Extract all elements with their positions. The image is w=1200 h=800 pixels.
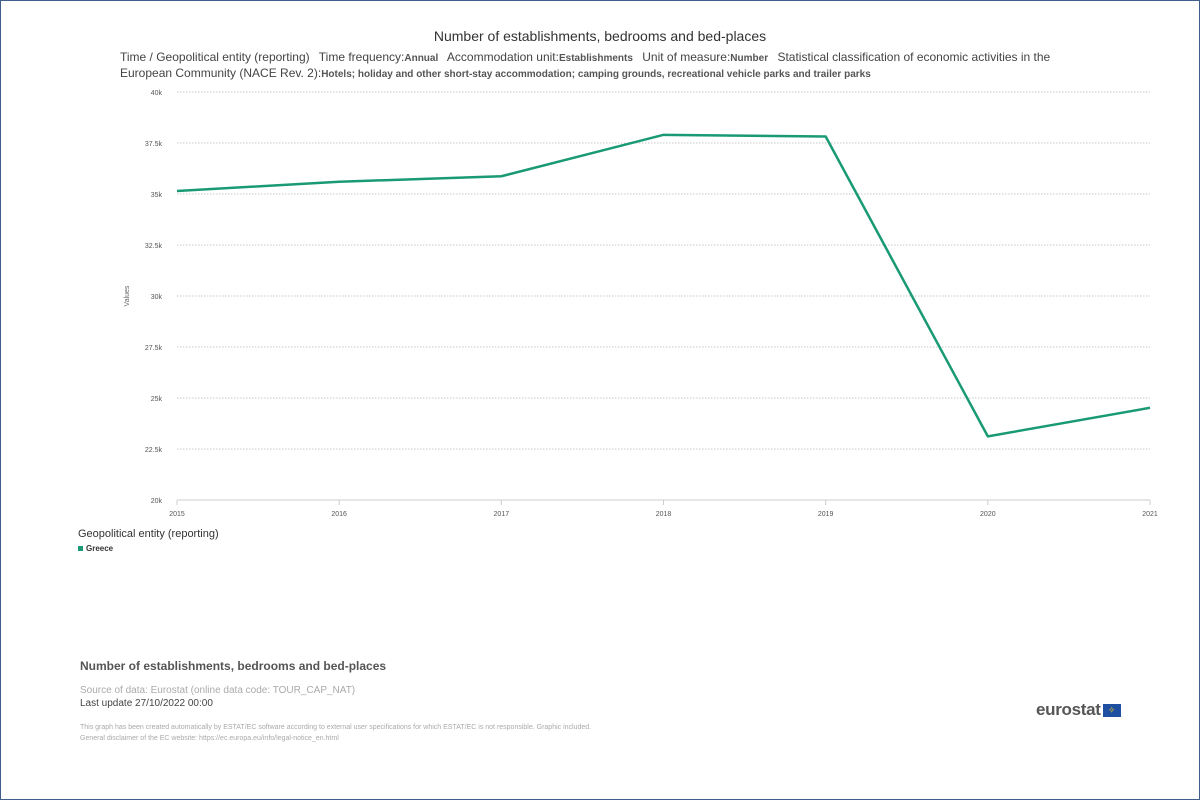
legend-item-label: Greece [86,544,114,553]
y-axis-label: Values [124,285,131,306]
x-tick-label: 2018 [656,511,672,518]
x-axis: 2015 2016 2017 2018 2019 2020 2021 [169,499,1158,518]
x-tick-label: 2021 [1142,511,1158,518]
y-tick-label: 30k [151,294,163,301]
subtitle-nace-label: Statistical classification of economic a… [120,50,1051,80]
x-tick-label: 2019 [818,511,834,518]
data-point[interactable] [661,132,667,138]
chart-subtitle: Time / Geopolitical entity (reporting) T… [120,50,1100,82]
footer-title: Number of establishments, bedrooms and b… [80,659,387,673]
footer-disclaimer: This graph has been created automaticall… [80,722,591,744]
subtitle-unit-value: Establishments [558,53,633,64]
footer-last-update: Last update 27/10/2022 00:00 [80,698,213,709]
y-tick-label: 32.5k [145,243,163,250]
eu-flag-icon: ✧ [1102,703,1121,717]
y-axis-ticks: 20k 22.5k 25k 27.5k 30k 32.5k 35k 37.5k 40k [145,90,163,505]
disclaimer-line-2: General disclaimer of the EC website: ht… [80,735,339,742]
y-tick-label: 25k [151,396,163,403]
subtitle-freq-label: Time frequency: [318,50,405,64]
x-tick-label: 2016 [331,511,347,518]
data-point[interactable] [174,188,180,194]
legend-item-greece[interactable]: Greece [78,544,113,553]
y-tick-label: 27.5k [145,345,163,352]
y-tick-label: 35k [151,192,163,199]
disclaimer-line-1: This graph has been created automaticall… [80,724,592,731]
y-tick-label: 22.5k [145,447,163,454]
data-point[interactable] [498,173,504,179]
legend-title: Geopolitical entity (reporting) [78,528,219,540]
subtitle-nace-value: Hotels; holiday and other short-stay acc… [321,69,871,80]
eurostat-logo: eurostat ✧ [1036,700,1121,720]
x-tick-label: 2017 [494,511,510,518]
subtitle-measure-label: Unit of measure: [642,50,731,64]
series-group [174,132,1153,439]
x-tick-label: 2020 [980,511,996,518]
footer-source: Source of data: Eurostat (online data co… [80,685,356,696]
logo-text: eurostat [1036,700,1101,719]
data-point[interactable] [823,133,829,139]
legend-swatch [78,546,83,551]
x-tick-label: 2015 [169,511,185,518]
y-tick-label: 37.5k [145,141,163,148]
y-tick-label: 20k [151,498,163,505]
subtitle-dims: Time / Geopolitical entity (reporting) [120,50,310,64]
data-point[interactable] [336,179,342,185]
data-point[interactable] [1147,405,1153,411]
grid-lines [177,91,1150,450]
subtitle-measure-value: Number [730,53,769,64]
series-line-greece[interactable] [176,133,1151,438]
subtitle-freq-value: Annual [404,53,439,64]
chart-title: Number of establishments, bedrooms and b… [433,28,767,44]
y-tick-label: 40k [151,90,163,97]
subtitle-unit-label: Accommodation unit: [446,50,559,64]
data-point[interactable] [985,433,991,439]
